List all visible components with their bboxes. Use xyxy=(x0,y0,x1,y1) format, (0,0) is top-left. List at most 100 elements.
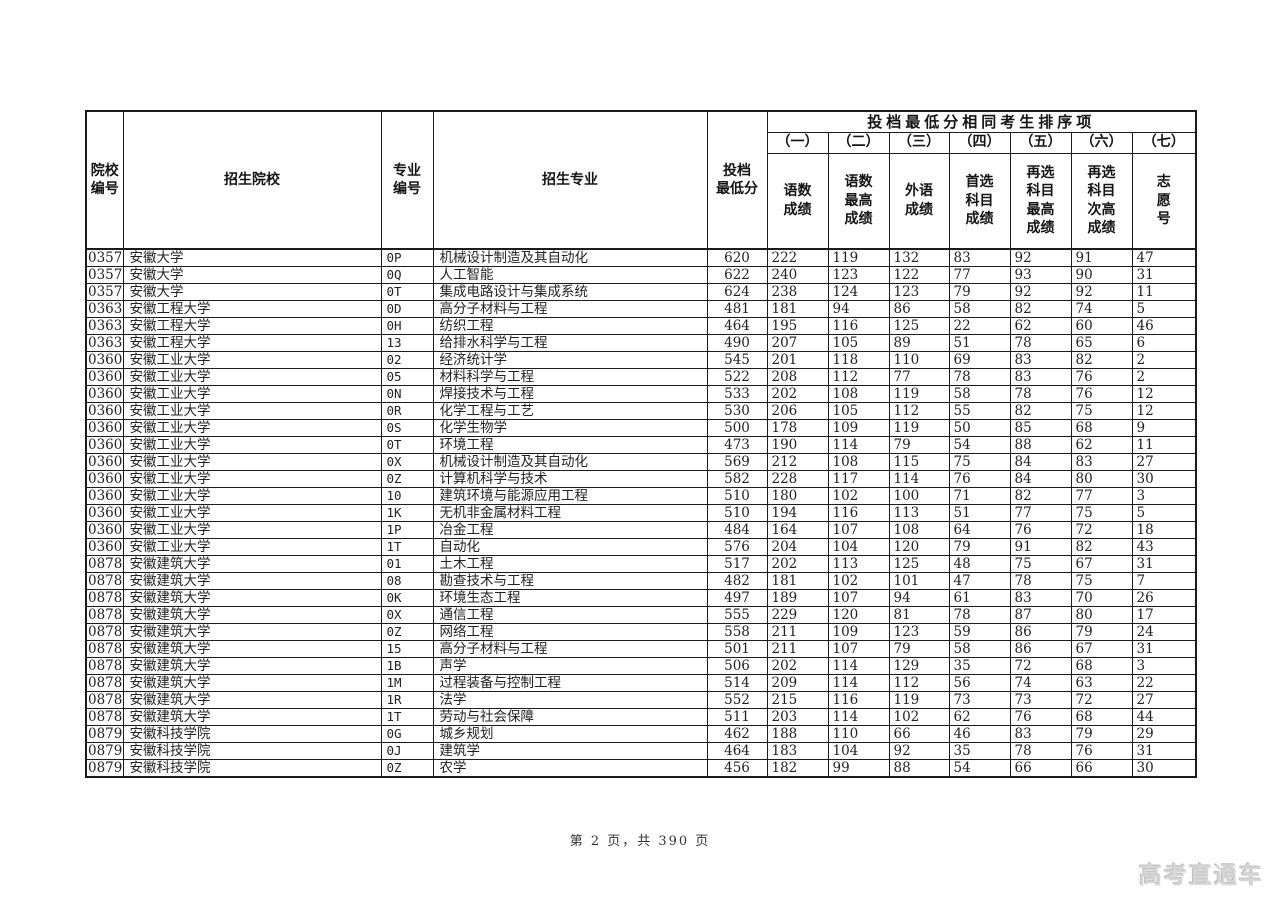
table-cell: 7 xyxy=(1131,572,1197,590)
table-row: 0363 安徽工程大学 13 给排水科学与工程 490 207 105 89 51 78 65 6 xyxy=(85,334,1197,352)
table-cell: 安徽建筑大学 xyxy=(122,657,382,675)
table-cell: 120 xyxy=(888,538,950,556)
table-cell: 582 xyxy=(706,470,768,488)
table-cell: 74 xyxy=(1009,674,1072,692)
table-cell: 74 xyxy=(1070,300,1133,318)
table-cell: 79 xyxy=(888,436,950,454)
table-cell: 113 xyxy=(827,555,890,573)
table-cell: 安徽建筑大学 xyxy=(122,708,382,726)
table-cell: 0878 xyxy=(85,691,124,709)
table-cell: 107 xyxy=(827,589,890,607)
header-rank-6-label: 再选 科目 次高 成绩 xyxy=(1070,152,1133,250)
table-cell: 58 xyxy=(948,640,1011,658)
header-rank-2-label: 语数 最高 成绩 xyxy=(827,152,890,250)
table-cell: 12 xyxy=(1131,385,1197,403)
table-cell: 212 xyxy=(766,453,829,471)
table-cell: 0878 xyxy=(85,708,124,726)
table-row: 0878 安徽建筑大学 1B 声学 506 202 114 129 35 72 68 3 xyxy=(85,657,1197,675)
table-cell: 59 xyxy=(948,623,1011,641)
table-cell: 31 xyxy=(1131,266,1197,284)
table-cell: 125 xyxy=(888,317,950,335)
table-cell: 安徽工程大学 xyxy=(122,334,382,352)
table-cell: 0H xyxy=(380,317,434,335)
table-cell: 83 xyxy=(1070,453,1133,471)
table-cell: 82 xyxy=(1009,487,1072,505)
table-cell: 安徽工业大学 xyxy=(122,368,382,386)
table-cell: 68 xyxy=(1070,708,1133,726)
table-cell: 05 xyxy=(380,368,434,386)
table-cell: 网络工程 xyxy=(432,623,708,641)
table-cell: 安徽工业大学 xyxy=(122,470,382,488)
header-major-code: 专业 编号 xyxy=(380,110,434,250)
table-cell: 82 xyxy=(1009,402,1072,420)
table-cell: 202 xyxy=(766,555,829,573)
table-cell: 0878 xyxy=(85,555,124,573)
table-cell: 79 xyxy=(1070,623,1133,641)
table-cell: 78 xyxy=(948,606,1011,624)
table-cell: 0878 xyxy=(85,572,124,590)
page-number: 第 2 页，共 390 页 xyxy=(569,834,711,849)
header-rank-1-num: （一） xyxy=(766,131,829,154)
table-cell: 202 xyxy=(766,385,829,403)
table-cell: 70 xyxy=(1070,589,1133,607)
table-cell: 0360 xyxy=(85,487,124,505)
table-cell: 11 xyxy=(1131,283,1197,301)
table-cell: 101 xyxy=(888,572,950,590)
table-cell: 208 xyxy=(766,368,829,386)
table-cell: 114 xyxy=(827,708,890,726)
table-cell: 195 xyxy=(766,317,829,335)
admission-scores-table: 院校 编号 招生院校 专业 编号 招生专业 投档 最低分 投档最低分相同考生排序… xyxy=(85,110,1198,778)
table-cell: 15 xyxy=(380,640,434,658)
table-cell: 0T xyxy=(380,283,434,301)
table-cell: 0879 xyxy=(85,759,124,778)
table-cell: 206 xyxy=(766,402,829,420)
table-cell: 安徽建筑大学 xyxy=(122,640,382,658)
table-cell: 72 xyxy=(1070,521,1133,539)
table-cell: 75 xyxy=(1070,504,1133,522)
table-cell: 104 xyxy=(827,742,890,760)
table-cell: 0N xyxy=(380,385,434,403)
table-cell: 190 xyxy=(766,436,829,454)
table-cell: 89 xyxy=(888,334,950,352)
table-cell: 76 xyxy=(1070,368,1133,386)
table-cell: 10 xyxy=(380,487,434,505)
table-cell: 24 xyxy=(1131,623,1197,641)
table-cell: 27 xyxy=(1131,453,1197,471)
table-cell: 482 xyxy=(706,572,768,590)
table-cell: 3 xyxy=(1131,487,1197,505)
table-cell: 78 xyxy=(948,368,1011,386)
header-school-code: 院校 编号 xyxy=(85,110,124,250)
table-cell: 0360 xyxy=(85,402,124,420)
table-cell: 安徽工业大学 xyxy=(122,436,382,454)
table-cell: 0360 xyxy=(85,521,124,539)
table-cell: 80 xyxy=(1070,470,1133,488)
table-cell: 47 xyxy=(948,572,1011,590)
table-cell: 0360 xyxy=(85,538,124,556)
table-cell: 119 xyxy=(888,385,950,403)
table-cell: 计算机科学与技术 xyxy=(432,470,708,488)
table-cell: 91 xyxy=(1009,538,1072,556)
table-cell: 94 xyxy=(827,300,890,318)
table-cell: 132 xyxy=(888,248,950,267)
table-cell: 105 xyxy=(827,402,890,420)
header-rank-4-num: （四） xyxy=(948,131,1011,154)
table-cell: 86 xyxy=(1009,640,1072,658)
table-cell: 76 xyxy=(1009,521,1072,539)
table-cell: 102 xyxy=(827,487,890,505)
table-cell: 78 xyxy=(1009,742,1072,760)
table-cell: 204 xyxy=(766,538,829,556)
table-cell: 0S xyxy=(380,419,434,437)
table-cell: 93 xyxy=(1009,266,1072,284)
table-cell: 安徽大学 xyxy=(122,266,382,284)
table-row: 0363 安徽工程大学 0H 纺织工程 464 195 116 125 22 62 60 46 xyxy=(85,317,1197,335)
table-cell: 76 xyxy=(948,470,1011,488)
table-cell: 501 xyxy=(706,640,768,658)
table-cell: 76 xyxy=(1009,708,1072,726)
table-cell: 182 xyxy=(766,759,829,778)
table-cell: 人工智能 xyxy=(432,266,708,284)
table-cell: 46 xyxy=(1131,317,1197,335)
table-cell: 44 xyxy=(1131,708,1197,726)
table-cell: 化学工程与工艺 xyxy=(432,402,708,420)
header-tiebreaker-group: 投档最低分相同考生排序项 xyxy=(766,110,1197,133)
table-cell: 76 xyxy=(1070,742,1133,760)
